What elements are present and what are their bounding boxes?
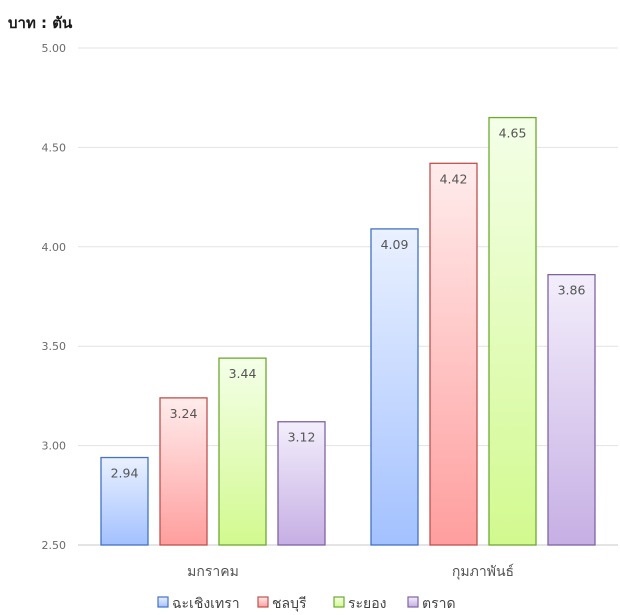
- y-tick-label: 3.50: [42, 340, 67, 353]
- bar: [159, 397, 208, 546]
- legend-swatch: [407, 596, 419, 608]
- legend-swatch: [257, 596, 269, 608]
- bar: [100, 456, 149, 546]
- data-label: 2.94: [111, 466, 139, 481]
- legend-label: ระยอง: [348, 596, 387, 612]
- legend-swatch: [333, 596, 345, 608]
- y-tick-label: 4.50: [42, 141, 67, 154]
- bars: [100, 116, 596, 546]
- data-label: 3.44: [229, 366, 257, 381]
- y-tick-label: 3.00: [42, 440, 67, 453]
- y-axis-ticks: 2.50 3.00 3.50 4.00 4.50 5.00: [42, 42, 67, 552]
- data-label: 4.65: [499, 126, 527, 141]
- legend-label: ชลบุรี: [272, 596, 307, 612]
- category-label: กุมภาพันธ์: [452, 563, 514, 580]
- data-label: 3.12: [288, 430, 316, 445]
- bar: [218, 357, 267, 546]
- y-tick-label: 4.00: [42, 241, 67, 254]
- y-tick-label: 5.00: [42, 42, 67, 55]
- data-labels: 2.94 3.24 3.44 3.12 4.09 4.42 4.65 3.86: [111, 126, 586, 481]
- data-label: 4.09: [381, 237, 409, 252]
- unit-label: บาท : ตัน: [8, 14, 73, 32]
- bar: [277, 421, 326, 546]
- bar: [547, 273, 596, 546]
- data-label: 3.24: [170, 406, 198, 421]
- legend-label: ฉะเชิงเทรา: [172, 596, 240, 612]
- bar: [429, 162, 478, 546]
- bar: [370, 228, 419, 546]
- category-label: มกราคม: [187, 564, 239, 580]
- bar: [488, 116, 537, 546]
- legend: ฉะเชิงเทรา ชลบุรี ระยอง ตราด: [157, 596, 456, 612]
- data-label: 4.42: [440, 171, 468, 186]
- legend-swatch: [157, 596, 169, 608]
- x-axis-categories: มกราคม กุมภาพันธ์: [187, 563, 514, 580]
- legend-label: ตราด: [422, 596, 456, 612]
- data-label: 3.86: [558, 283, 586, 298]
- gridlines: [78, 47, 618, 546]
- y-tick-label: 2.50: [42, 539, 67, 552]
